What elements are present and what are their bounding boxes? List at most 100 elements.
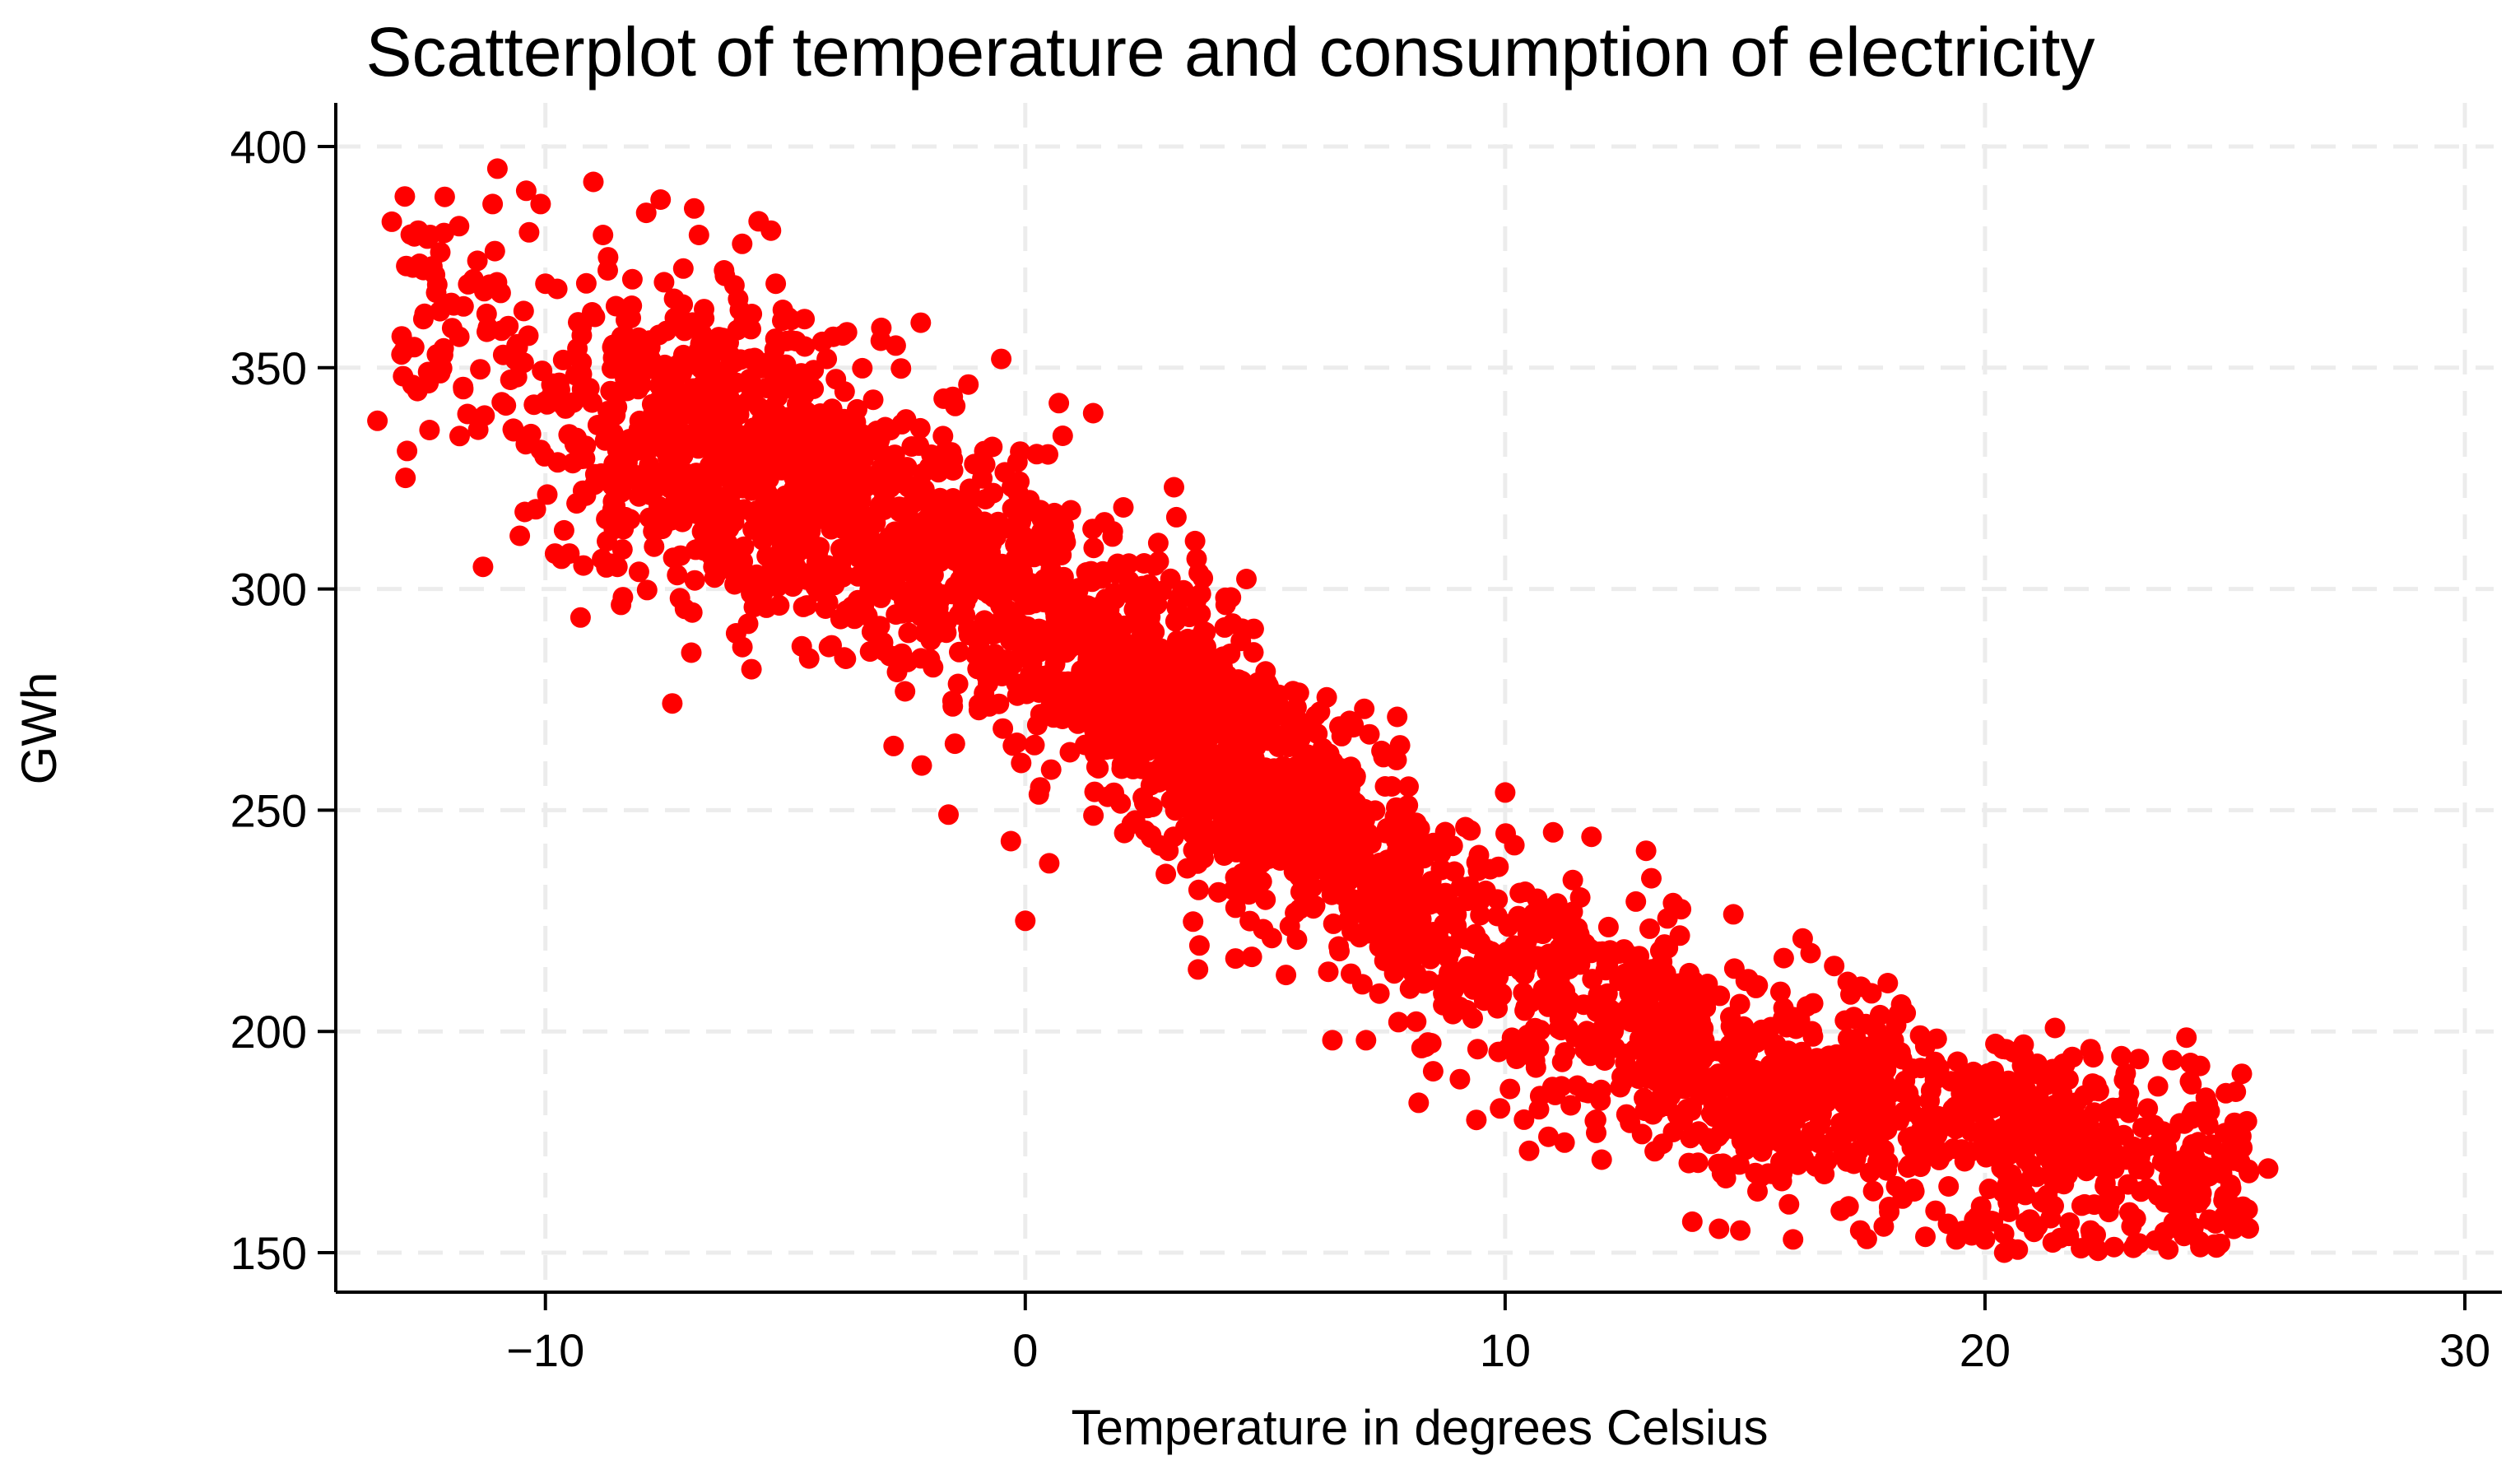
data-point [981,569,1002,590]
data-point [1240,773,1262,794]
data-point [1420,1033,1442,1053]
data-point [974,682,995,704]
data-point [1467,1039,1488,1060]
data-point [1609,970,1630,992]
data-point [949,604,969,626]
data-point [868,538,890,560]
data-point [1292,835,1313,857]
data-point [1995,1137,2016,1158]
x-tick-label--10: −10 [506,1324,584,1376]
data-point [457,403,478,425]
data-point [733,536,755,557]
data-point [605,295,626,317]
data-point [1678,1046,1699,1067]
data-point [1678,1063,1699,1084]
data-point [2088,1081,2109,1102]
data-point [1978,1179,2000,1199]
axis-ticks: 150 200 250 300 350 400 −10 0 10 20 30 [230,121,2491,1376]
data-point [672,294,694,315]
data-point [1244,708,1264,729]
data-point [1993,1242,2015,1263]
data-point [643,401,664,422]
data-point [1467,860,1489,881]
data-point [1365,800,1386,821]
data-point [2061,1119,2082,1140]
data-point [1024,734,1045,756]
data-point [2097,1100,2118,1122]
data-point [1422,1061,1444,1082]
data-point [1132,575,1153,597]
data-point [420,225,441,245]
data-point [786,406,807,427]
data-point [823,326,844,347]
data-point [2080,1039,2101,1060]
data-point [1562,869,1583,891]
data-point [1985,1033,2006,1054]
data-point [832,566,853,588]
x-tick-label-10: 10 [1480,1324,1531,1376]
data-point [1753,1105,1774,1127]
data-point [1830,1112,1852,1133]
data-point [684,198,704,219]
data-point [593,225,614,245]
data-point [628,327,649,348]
data-point [1388,1012,1409,1033]
data-point [1709,1040,1730,1062]
data-point [1147,666,1169,687]
data-point [1017,616,1038,637]
data-point [690,412,711,434]
data-point [672,363,692,384]
data-point [584,306,606,328]
data-point [1166,594,1188,615]
data-point [681,602,703,623]
data-point [2071,1238,2092,1259]
data-point [1528,1099,1550,1120]
data-point [821,398,843,420]
data-point [1164,477,1184,498]
data-point [756,597,777,618]
data-point [1499,1078,1521,1100]
data-point [679,386,700,407]
data-point [1002,477,1022,498]
data-point [746,500,768,521]
data-point [1186,548,1207,570]
data-point [758,468,779,490]
data-point [1202,765,1223,787]
data-point [1910,1156,1932,1178]
data-point [1560,1095,1582,1116]
data-point [1082,630,1104,650]
data-point [1030,522,1052,542]
data-point [880,420,901,441]
data-point [1175,817,1196,839]
data-point [1261,928,1282,949]
data-point [886,662,908,682]
data-point [537,393,558,415]
data-point [912,513,933,534]
data-point [1470,905,1491,926]
data-point [764,339,785,360]
data-point [2214,1185,2235,1207]
data-point [857,605,878,626]
y-tick-label-150: 150 [230,1227,307,1279]
data-point [425,264,446,286]
data-point [1136,730,1156,751]
data-point [1056,689,1077,710]
data-point [1954,1151,1975,1172]
data-point [1084,720,1105,742]
data-point [942,527,964,548]
data-point [2236,1110,2257,1132]
data-point [1680,1128,1701,1149]
data-point [1723,904,1744,925]
data-point [639,454,660,476]
data-point [1188,959,1209,980]
data-point [506,335,528,356]
data-point [1230,722,1251,743]
data-point [1888,1003,1909,1025]
data-point [602,499,623,520]
data-point [2104,1185,2126,1207]
data-point [1354,698,1375,719]
data-point [412,309,434,330]
data-point [881,454,903,475]
data-point [1356,864,1377,885]
data-point [1002,654,1023,676]
